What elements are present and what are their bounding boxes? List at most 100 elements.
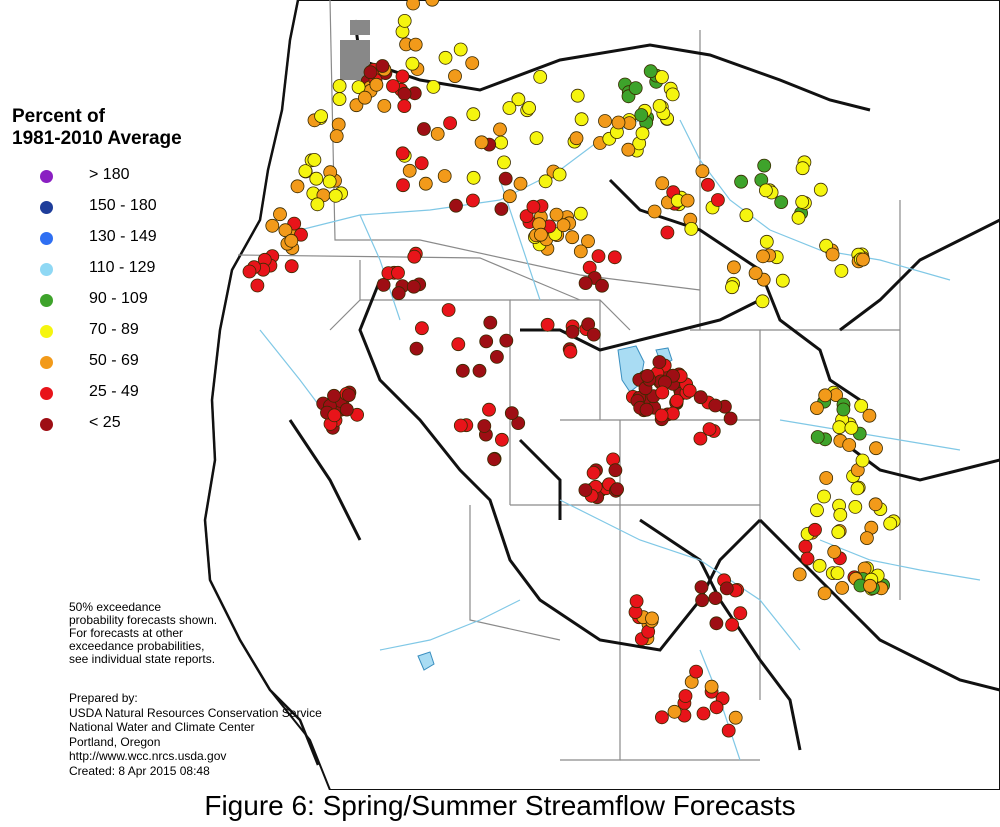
station-marker <box>860 531 874 545</box>
station-marker <box>351 80 366 94</box>
station-marker <box>734 174 748 189</box>
station-marker <box>290 179 305 194</box>
station-marker <box>836 402 851 417</box>
station-marker <box>709 616 724 631</box>
legend-label: 50 - 69 <box>89 352 139 369</box>
station-marker <box>563 344 578 359</box>
station-marker <box>689 664 703 679</box>
station-marker <box>414 321 429 336</box>
station-marker <box>466 170 481 185</box>
station-marker <box>474 135 489 150</box>
legend-label: 90 - 109 <box>89 290 148 307</box>
legend-label: 70 - 89 <box>89 321 139 338</box>
station-marker <box>494 135 509 150</box>
station-marker <box>757 158 772 173</box>
station-marker <box>309 171 324 186</box>
station-marker <box>798 539 813 554</box>
station-marker <box>608 463 623 478</box>
station-marker <box>511 416 526 431</box>
legend-label: > 180 <box>89 166 130 183</box>
station-marker <box>549 207 564 222</box>
station-marker <box>499 333 514 348</box>
station-marker <box>502 189 517 204</box>
station-marker <box>511 92 526 107</box>
station-marker <box>834 263 849 278</box>
station-marker <box>721 723 736 738</box>
station-marker <box>654 408 669 423</box>
station-marker <box>759 183 773 198</box>
station-marker <box>667 704 682 719</box>
station-marker <box>808 522 822 537</box>
station-marker <box>818 388 833 403</box>
station-marker <box>265 218 280 233</box>
station-marker <box>628 81 643 95</box>
prep-line: USDA Natural Resources Conservation Serv… <box>69 705 322 720</box>
station-marker <box>494 432 509 447</box>
station-marker <box>449 198 463 213</box>
station-marker <box>487 452 502 467</box>
station-marker <box>397 13 412 28</box>
station-marker <box>310 197 325 212</box>
station-marker <box>591 249 606 264</box>
station-marker <box>693 431 708 446</box>
station-marker <box>800 551 815 566</box>
station-marker <box>854 398 869 413</box>
station-marker <box>327 388 341 403</box>
station-marker <box>426 80 441 94</box>
station-marker <box>862 408 877 423</box>
station-marker <box>407 249 422 264</box>
western-us-map <box>203 0 1000 790</box>
station-marker <box>502 101 517 115</box>
station-marker <box>792 567 807 582</box>
station-marker <box>669 393 684 408</box>
station-marker <box>418 176 433 191</box>
station-marker <box>331 117 346 132</box>
station-marker <box>441 303 456 317</box>
prep-line: Prepared by: <box>69 691 138 705</box>
station-marker <box>844 420 859 435</box>
station-marker <box>586 327 601 342</box>
station-marker <box>694 580 709 594</box>
station-marker <box>498 171 513 186</box>
station-marker <box>704 679 719 694</box>
station-marker <box>883 516 898 531</box>
station-marker <box>497 155 511 170</box>
station-marker <box>607 250 622 265</box>
station-marker <box>284 259 299 274</box>
station-marker <box>756 249 770 264</box>
station-marker <box>465 56 480 70</box>
station-marker <box>339 402 354 417</box>
station-marker <box>273 207 287 222</box>
station-marker <box>453 418 468 433</box>
station-marker <box>242 264 257 279</box>
note-line: see individual state reports. <box>69 652 216 666</box>
station-marker <box>795 194 810 209</box>
station-marker <box>438 50 453 65</box>
station-marker <box>652 355 667 369</box>
station-marker <box>332 92 347 106</box>
station-marker <box>414 156 429 171</box>
station-marker <box>278 223 293 238</box>
station-marker <box>817 489 831 504</box>
station-marker <box>817 586 832 601</box>
station-marker <box>250 278 265 293</box>
station-marker <box>775 273 790 288</box>
station-marker <box>494 202 509 216</box>
station-marker <box>395 146 410 161</box>
salton-sea <box>417 651 435 671</box>
station-marker <box>569 131 584 146</box>
station-marker <box>810 503 824 518</box>
station-marker <box>493 122 507 137</box>
legend-label: 130 - 149 <box>89 228 157 245</box>
station-marker <box>556 218 571 233</box>
note-line: exceedance probabilities, <box>69 639 205 653</box>
station-marker <box>519 209 534 224</box>
station-marker <box>812 558 827 573</box>
station-marker <box>377 99 392 113</box>
station-marker <box>693 390 708 405</box>
station-marker <box>405 56 420 71</box>
station-marker <box>443 116 458 130</box>
station-marker <box>640 368 655 383</box>
station-marker <box>451 337 466 352</box>
station-marker <box>314 109 329 123</box>
